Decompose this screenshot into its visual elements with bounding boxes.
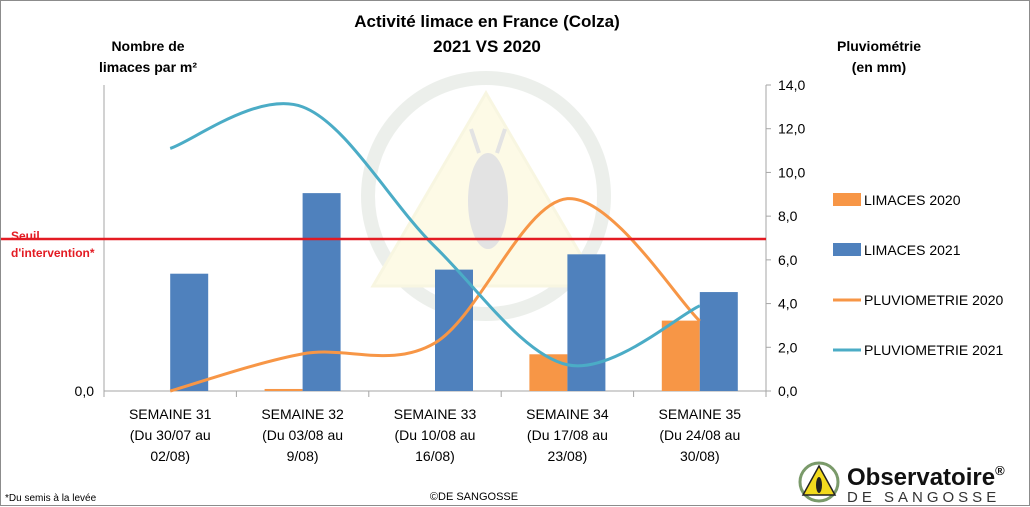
right-axis-ticks: 0,0 2,0 4,0 6,0 8,0 10,0 12,0 14,0: [766, 77, 805, 399]
legend-swatch: [833, 193, 861, 206]
legend-label: PLUVIOMETRIE 2020: [864, 292, 1003, 308]
bar-limaces-2020: [529, 354, 568, 391]
watermark-logo: [361, 71, 611, 321]
x-category-label: SEMAINE 35: [659, 406, 742, 422]
threshold-label-line2: d'intervention*: [11, 246, 95, 260]
x-category-label: 30/08): [680, 448, 720, 464]
observatoire-logo: Observatoire® DE SANGOSSE: [798, 461, 1005, 506]
x-axis-labels: SEMAINE 31 (Du 30/07 au 02/08) SEMAINE 32 (D…: [129, 406, 741, 464]
x-category-label: (Du 24/08 au: [659, 427, 740, 443]
bars-group: [170, 193, 738, 391]
right-axis-tick-label: 12,0: [778, 121, 805, 137]
x-category-label: 16/08): [415, 448, 455, 464]
bar-limaces-2021: [567, 254, 606, 391]
right-axis-tick-label: 6,0: [778, 252, 798, 268]
x-category-label: 9/08): [287, 448, 319, 464]
legend-label: LIMACES 2021: [864, 242, 961, 258]
threshold-label-line1: Seuil: [11, 229, 40, 243]
right-axis-title-line2: (en mm): [852, 59, 906, 75]
x-category-label: (Du 10/08 au: [395, 427, 476, 443]
legend: LIMACES 2020 LIMACES 2021 PLUVIOMETRIE 202…: [833, 192, 1003, 358]
left-axis-title-line1: Nombre de: [111, 38, 184, 54]
x-category-label: SEMAINE 32: [261, 406, 344, 422]
line-pluviometrie-2020: [169, 197, 701, 393]
x-category-label: SEMAINE 33: [394, 406, 477, 422]
right-axis-tick-label: 2,0: [778, 339, 798, 355]
lines-group: [169, 102, 701, 393]
x-category-label: (Du 17/08 au: [527, 427, 608, 443]
bar-limaces-2021: [170, 273, 209, 391]
right-axis-tick-label: 10,0: [778, 164, 805, 180]
footnote: *Du semis à la levée: [5, 493, 97, 504]
bar-limaces-2020: [661, 320, 700, 391]
bar-limaces-2021: [435, 269, 473, 391]
right-axis-title-line1: Pluviométrie: [837, 38, 921, 54]
legend-label: LIMACES 2020: [864, 192, 961, 208]
right-axis-tick-label: 0,0: [778, 383, 798, 399]
x-axis-ticks: [103, 391, 767, 397]
bar-limaces-2021: [302, 193, 341, 391]
left-axis-zero-label: 0,0: [75, 383, 95, 399]
x-category-label: 23/08): [548, 448, 588, 464]
x-category-label: (Du 30/07 au: [130, 427, 211, 443]
bar-limaces-2020: [264, 388, 303, 391]
logo-subtitle: DE SANGOSSE: [847, 489, 1000, 506]
logo-name: Observatoire®: [847, 463, 1005, 491]
right-axis-tick-label: 14,0: [778, 77, 805, 93]
chart-title-line1: Activité limace en France (Colza): [354, 12, 619, 31]
right-axis-tick-label: 8,0: [778, 208, 798, 224]
x-category-label: (Du 03/08 au: [262, 427, 343, 443]
x-category-label: SEMAINE 34: [526, 406, 609, 422]
bar-limaces-2021: [699, 292, 738, 391]
right-axis-tick-label: 4,0: [778, 296, 798, 312]
legend-label: PLUVIOMETRIE 2021: [864, 342, 1003, 358]
chart-title-line2: 2021 VS 2020: [433, 37, 541, 56]
left-axis-title-line2: limaces par m²: [99, 59, 197, 75]
copyright: ©DE SANGOSSE: [430, 491, 518, 503]
x-category-label: SEMAINE 31: [129, 406, 212, 422]
x-category-label: 02/08): [150, 448, 190, 464]
line-pluviometrie-2021: [169, 102, 701, 368]
legend-swatch: [833, 243, 861, 256]
